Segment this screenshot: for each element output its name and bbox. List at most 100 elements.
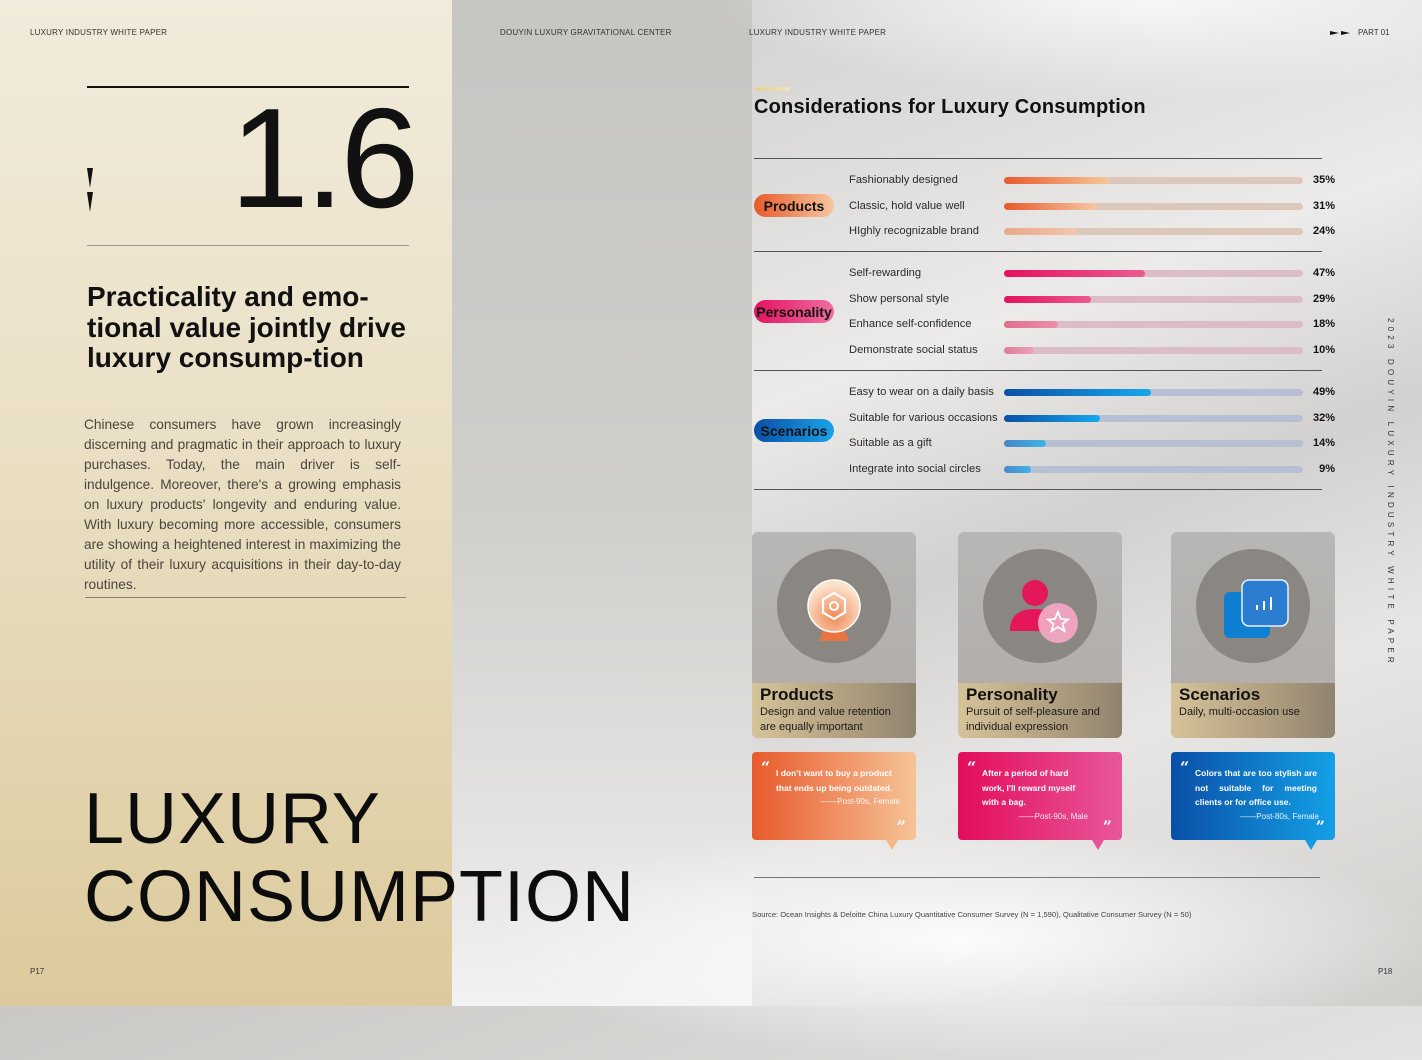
card-caption: Personality Pursuit of self-pleasure and… <box>958 683 1122 738</box>
close-quote-icon: ” <box>896 816 906 836</box>
bar-fill <box>1004 414 1100 422</box>
bar-track <box>1004 269 1303 277</box>
bar-row: Self-rewarding 47% <box>849 263 1339 283</box>
icon-circle <box>983 549 1097 663</box>
quote-attribution: ——Post-90s, Male <box>1018 811 1088 821</box>
bar-fill <box>1004 320 1058 328</box>
bar-fill <box>1004 202 1097 210</box>
divider <box>85 597 406 598</box>
quote-bubble-products: “ I don't want to buy a product that end… <box>752 752 916 850</box>
open-quote-icon: “ <box>761 758 771 777</box>
quote-text: Colors that are too stylish are not suit… <box>1195 768 1317 807</box>
bar-value: 14% <box>1312 437 1335 449</box>
chart-window-icon <box>1224 579 1289 638</box>
card-personality: Personality Pursuit of self-pleasure and… <box>958 532 1122 738</box>
bar-row: Demonstrate social status 10% <box>849 340 1339 360</box>
bar-label: Suitable as a gift <box>849 437 932 449</box>
big-title-line-1: LUXURY <box>84 779 381 859</box>
quote-attribution: ——Post-90s, Female <box>821 797 900 806</box>
card-caption: Products Design and value retention are … <box>752 683 916 738</box>
chart-title: Considerations for Luxury Consumption <box>754 96 1146 118</box>
part-number: PART 01 <box>1358 28 1390 37</box>
bar-track <box>1004 295 1303 303</box>
tick-mark-icon <box>87 168 95 216</box>
source-note: Source: Ocean Insights & Deloitte China … <box>752 910 1192 919</box>
bar-value: 32% <box>1312 412 1335 424</box>
running-header-right: LUXURY INDUSTRY WHITE PAPER <box>749 28 887 37</box>
divider <box>754 251 1322 252</box>
bar-track <box>1004 346 1303 354</box>
divider <box>754 158 1322 159</box>
bubble-tail <box>886 840 898 850</box>
vertical-side-text: 2023 DOUYIN LUXURY INDUSTRY WHITE PAPER <box>1386 318 1395 667</box>
bar-value: 31% <box>1312 200 1335 212</box>
card-title: Personality <box>966 685 1058 704</box>
pill-personality: Personality <box>754 300 834 323</box>
section-number: 1.6 <box>230 79 419 238</box>
bar-row: HIghly recognizable brand 24% <box>849 221 1339 241</box>
bar-label: Enhance self-confidence <box>849 318 972 330</box>
bubble-tail <box>1305 840 1317 850</box>
bar-label: Suitable for various occasions <box>849 412 998 424</box>
bar-track <box>1004 439 1303 447</box>
bar-track <box>1004 388 1303 396</box>
bar-fill <box>1004 295 1091 303</box>
bar-label: HIghly recognizable brand <box>849 225 979 237</box>
bar-label: Integrate into social circles <box>849 463 981 475</box>
bar-fill <box>1004 388 1151 396</box>
bar-fill <box>1004 439 1046 447</box>
title-accent <box>755 87 790 91</box>
running-header-left: LUXURY INDUSTRY WHITE PAPER <box>30 28 168 37</box>
double-arrow-icon <box>1330 28 1352 37</box>
crystal-ball-icon <box>807 579 861 641</box>
bar-track <box>1004 465 1303 473</box>
bar-row: Suitable as a gift 14% <box>849 433 1339 453</box>
big-title-line-2: CONSUMPTION <box>84 857 635 937</box>
bar-label: Show personal style <box>849 293 950 305</box>
card-scenarios: Scenarios Daily, multi-occasion use <box>1171 532 1335 738</box>
open-quote-icon: “ <box>1180 758 1190 777</box>
quote-attribution: ——Post-80s, Female <box>1240 811 1319 821</box>
page-number-left: P17 <box>30 967 45 976</box>
bar-row: Easy to wear on a daily basis 49% <box>849 382 1339 402</box>
close-quote-icon: ” <box>1102 816 1112 836</box>
bar-row: Classic, hold value well 31% <box>849 196 1339 216</box>
quote-bubble-scenarios: “ Colors that are too stylish are not su… <box>1171 752 1335 850</box>
bar-track <box>1004 320 1303 328</box>
top-rule <box>87 86 409 88</box>
bar-row: Enhance self-confidence 18% <box>849 314 1339 334</box>
quote-text: I don't want to buy a product that ends … <box>776 768 893 793</box>
bubble-tail <box>1092 840 1104 850</box>
quote-bubble-personality: “ After a period of hard work, I'll rewa… <box>958 752 1122 850</box>
page-number-right: P18 <box>1378 967 1393 976</box>
close-quote-icon: ” <box>1315 816 1325 836</box>
quote-text: After a period of hard work, I'll reward… <box>982 768 1076 807</box>
bar-value: 35% <box>1312 174 1335 186</box>
bar-fill <box>1004 269 1145 277</box>
card-subtitle: Daily, multi-occasion use <box>1179 706 1300 718</box>
bar-label: Fashionably designed <box>849 174 958 186</box>
card-title: Products <box>760 685 834 704</box>
bar-fill <box>1004 227 1076 235</box>
bar-track <box>1004 227 1303 235</box>
bar-row: Fashionably designed 35% <box>849 170 1339 190</box>
card-subtitle: Pursuit of self-pleasure and individual … <box>966 706 1100 733</box>
bar-label: Classic, hold value well <box>849 200 965 212</box>
bar-value: 10% <box>1312 344 1335 356</box>
card-caption: Scenarios Daily, multi-occasion use <box>1171 683 1335 738</box>
bar-label: Easy to wear on a daily basis <box>849 386 994 398</box>
bar-value: 49% <box>1312 386 1335 398</box>
bar-label: Self-rewarding <box>849 267 922 279</box>
bar-value: 18% <box>1312 318 1335 330</box>
pill-products: Products <box>754 194 834 217</box>
bar-fill <box>1004 176 1109 184</box>
bar-row: Suitable for various occasions 32% <box>849 408 1339 428</box>
bar-track <box>1004 414 1303 422</box>
group-scenarios: Scenarios Easy to wear on a daily basis … <box>754 379 1335 485</box>
group-products: Products Fashionably designed 35% Classi… <box>754 167 1335 247</box>
bar-value: 24% <box>1312 225 1335 237</box>
open-quote-icon: “ <box>967 758 977 777</box>
section-title: Practicality and emo-tional value jointl… <box>87 281 406 373</box>
bar-row: Integrate into social circles 9% <box>849 459 1339 479</box>
big-title: LUXURY CONSUMPTION <box>84 780 635 936</box>
